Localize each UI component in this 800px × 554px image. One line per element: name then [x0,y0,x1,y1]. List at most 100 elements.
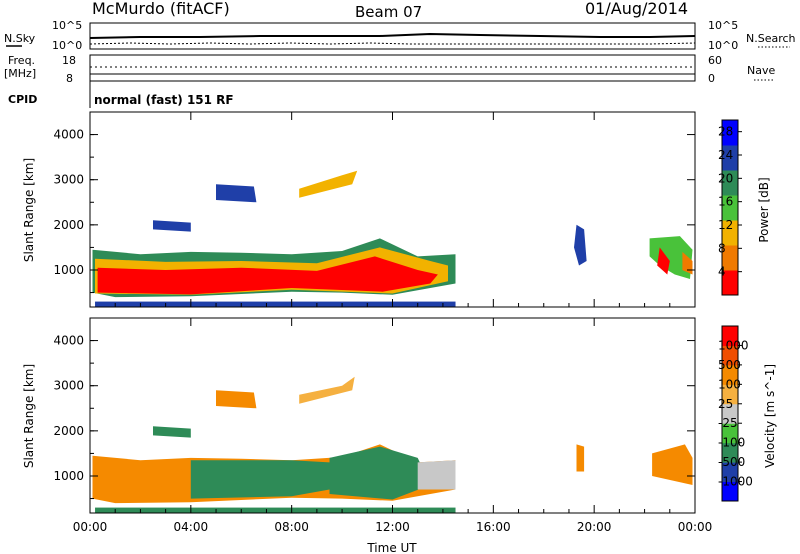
velocity-colorbar-label: Velocity [m s^-1] [763,364,777,468]
velocity-echo-region [576,444,585,472]
velocity-echo-region [299,376,355,404]
velocity-colorbar-tick-label: -500 [718,455,745,469]
power-echo-region [97,256,438,295]
velocity-near-range-echo [95,507,456,513]
power-colorbar-tick-label: 12 [718,218,733,232]
velocity-colorbar-tick-label: 1000 [718,338,749,352]
velocity-echo-region [190,460,330,499]
velocity-ylabel: Slant Range [km] [22,364,36,468]
velocity-echo-region [216,390,257,409]
power-data-layer [92,170,693,307]
velocity-colorbar-segment [722,442,738,463]
cpid-panel: CPID normal (fast) 151 RF [8,81,234,108]
x-tick-label: 00:00 [73,520,108,534]
velocity-colorbar: 1000 500 100 25 -25 -100 -500 -1000 [718,325,753,502]
power-echo-region [299,170,358,198]
velocity-data-layer [92,376,693,513]
noise-sky-line [89,32,696,39]
x-tick-label: 04:00 [174,520,209,534]
power-colorbar-tick-label: 8 [718,241,726,255]
power-ylabel: Slant Range [km] [22,158,36,262]
velocity-echo-region [417,460,456,490]
cpid-label: CPID [8,93,37,106]
station-title: McMurdo (fitACF) [92,0,230,18]
velocity-ytick-label: 1000 [53,469,84,483]
power-colorbar-segment [722,145,738,171]
nave-label: Nave [747,64,775,77]
velocity-colorbar-segment [722,326,738,346]
date-title: 01/Aug/2014 [585,0,688,18]
velocity-colorbar-tick-label: -25 [718,416,738,430]
velocity-ytick-label: 4000 [53,334,84,348]
power-near-range-echo [95,301,456,307]
velocity-colorbar-segment [722,423,738,444]
power-colorbar-segment [722,120,738,146]
power-ytick-label: 2000 [53,218,84,232]
noise-search-line [89,42,696,45]
power-colorbar-tick-label: 16 [718,195,733,209]
noise-right-label: N.Search [746,32,796,45]
power-echo-region [216,184,257,203]
power-colorbar-tick-label: 20 [718,171,733,185]
noise-left-tick-top: 10^5 [52,19,82,32]
velocity-colorbar-segment [722,481,738,502]
noise-right-tick-top: 10^5 [708,19,738,32]
x-tick-label: 08:00 [274,520,309,534]
power-colorbar-segment [722,170,738,196]
freq-right-tick-top: 60 [708,54,722,67]
velocity-colorbar-frame [721,325,739,502]
noise-left-label: N.Sky [4,32,36,45]
velocity-echo-region [95,462,166,499]
power-echo-region [682,251,693,275]
velocity-colorbar-tick-label: 25 [718,397,733,411]
power-echo-region [657,247,670,275]
freq-panel: Freq. [MHz] 18 8 60 0 Nave [4,54,775,85]
velocity-echo-region [652,444,693,485]
power-colorbar-label: Power [dB] [757,177,771,242]
velocity-colorbar-tick-label: -1000 [718,475,753,489]
power-echo-region [649,236,693,279]
power-ytick-label: 3000 [53,173,84,187]
power-colorbar-segment [722,270,738,296]
power-echo-region [574,224,587,266]
noise-left-tick-bottom: 10^0 [52,39,82,52]
power-colorbar-segment [722,195,738,221]
beam-title: Beam 07 [355,3,422,21]
power-colorbar-tick-label: 4 [718,265,726,279]
x-axis-label: Time UT [366,541,417,554]
cpid-value: normal (fast) 151 RF [94,93,234,107]
power-colorbar-frame [721,119,739,296]
velocity-panel: 1000 2000 3000 4000 00:00 04:00 08:00 12:00 16:0… [22,317,777,554]
velocity-ytick-label: 2000 [53,424,84,438]
x-tick-label: 20:00 [577,520,612,534]
noise-right-tick-bottom: 10^0 [708,39,738,52]
velocity-echo-region [329,446,431,500]
velocity-colorbar-segment [722,462,738,483]
x-tick-label: 00:00 [678,520,713,534]
power-panel: 1000 2000 3000 4000 Slant Range [km] 4 8 12 16… [22,111,771,308]
velocity-colorbar-segment [722,345,738,366]
velocity-ytick-label: 3000 [53,379,84,393]
freq-label-2: [MHz] [4,67,36,80]
velocity-colorbar-tick-label: 100 [718,377,741,391]
velocity-colorbar-tick-label: -100 [718,436,745,450]
power-colorbar-segment [722,220,738,246]
freq-left-tick-top: 18 [62,54,76,67]
power-ytick-label: 1000 [53,263,84,277]
power-colorbar: 4 8 12 16 20 24 28 [718,119,742,296]
freq-right-tick-bottom: 0 [708,72,715,85]
power-colorbar-tick-label: 28 [718,125,733,139]
velocity-echo-region [153,426,191,438]
noise-panel: N.Sky 10^5 10^0 10^5 10^0 N.Search [4,19,796,52]
x-tick-label: 12:00 [375,520,410,534]
power-colorbar-segment [722,245,738,271]
velocity-colorbar-segment [722,384,738,405]
freq-left-tick-bottom: 8 [66,72,73,85]
x-tick-label: 16:00 [476,520,511,534]
power-echo-region [153,220,191,232]
velocity-colorbar-tick-label: 500 [718,358,741,372]
freq-label-1: Freq. [8,54,35,67]
power-colorbar-tick-label: 24 [718,148,733,162]
power-ytick-label: 4000 [53,128,84,142]
